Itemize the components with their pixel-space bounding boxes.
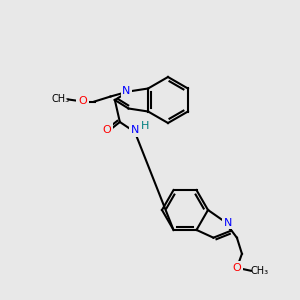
Text: O: O xyxy=(103,125,111,135)
Text: N: N xyxy=(122,86,131,97)
Text: O: O xyxy=(232,263,241,273)
Text: CH₃: CH₃ xyxy=(251,266,269,276)
Text: N: N xyxy=(224,218,232,228)
Text: H: H xyxy=(141,121,149,131)
Text: N: N xyxy=(131,125,139,135)
Text: CH₃: CH₃ xyxy=(52,94,70,104)
Text: O: O xyxy=(78,97,87,106)
